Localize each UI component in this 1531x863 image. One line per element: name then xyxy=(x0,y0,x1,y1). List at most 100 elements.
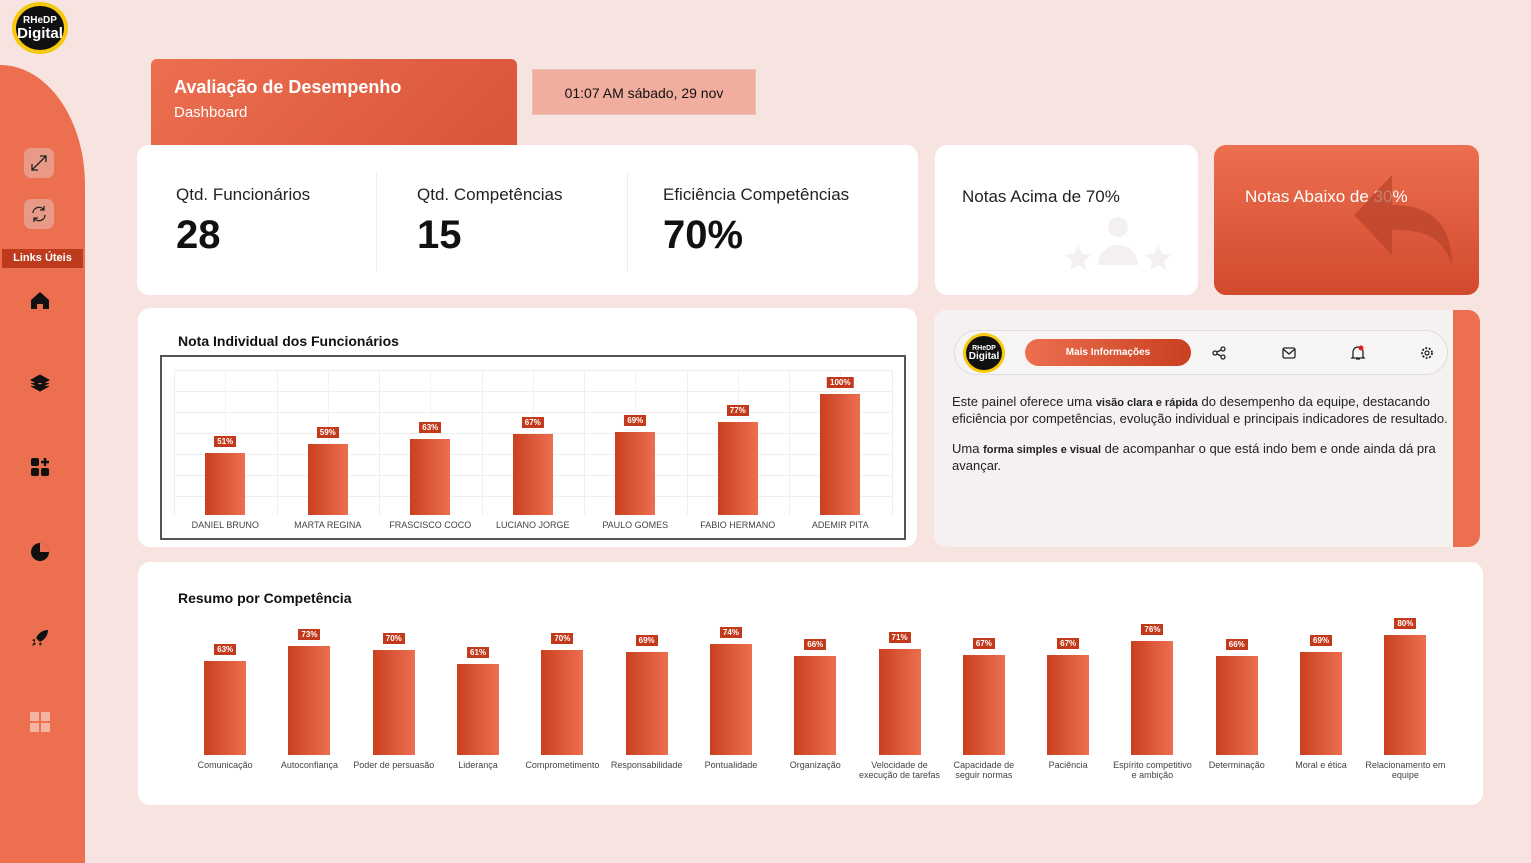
text: do desempenho da equipe, destacando efic… xyxy=(952,394,1448,426)
accent-stripe xyxy=(1453,310,1480,547)
data-label: 66% xyxy=(804,639,827,650)
kpi-value: 70% xyxy=(663,213,744,257)
bar xyxy=(820,394,861,515)
links-uteis-label: Links Úteis xyxy=(2,249,83,268)
page-title: Avaliação de Desempenho xyxy=(174,77,402,97)
bar xyxy=(625,651,668,755)
chart-title: Resumo por Competência xyxy=(178,590,352,606)
bar xyxy=(794,656,837,755)
bar xyxy=(205,453,246,515)
data-label: 66% xyxy=(1225,639,1248,650)
stars-icon xyxy=(1065,217,1171,270)
dashboard-icon xyxy=(30,712,50,732)
category-label: Comprometimento xyxy=(525,760,600,770)
data-label: 67% xyxy=(1057,637,1080,649)
category-label: Moral e ética xyxy=(1295,760,1347,770)
share-button[interactable] xyxy=(1209,343,1229,363)
info-panel: RHeDP Digital Mais Informações Este paine… xyxy=(934,310,1480,547)
kpi-value: 15 xyxy=(417,213,462,257)
category-label: Paciência xyxy=(1048,760,1088,770)
kpi-value: 28 xyxy=(176,213,221,257)
category-label: Capacidade de seguir normas xyxy=(953,760,1015,780)
category-label: Organização xyxy=(789,760,841,770)
category-label: MARTA REGINA xyxy=(294,520,362,530)
nav-layers[interactable] xyxy=(28,371,52,395)
nav-chart[interactable] xyxy=(28,540,52,564)
data-label: 70% xyxy=(551,633,574,644)
data-label: 69% xyxy=(1310,634,1333,646)
category-label: ADEMIR PITA xyxy=(811,520,869,530)
bar xyxy=(372,650,415,755)
bar xyxy=(1215,656,1258,755)
bar xyxy=(962,654,1005,755)
expand-icon xyxy=(31,155,47,171)
divider xyxy=(627,172,628,272)
gridline xyxy=(327,370,329,515)
bar xyxy=(1384,635,1427,755)
apps-icon xyxy=(31,458,49,476)
gridline xyxy=(789,370,790,515)
kpi-competencies: Qtd. Competências 15 xyxy=(417,185,563,258)
category-label: Liderança xyxy=(458,760,498,770)
logo: RHeDP Digital xyxy=(12,2,68,54)
category-label: Autoconfiança xyxy=(280,760,338,770)
text-bold: forma simples e visual xyxy=(983,444,1102,456)
bar xyxy=(512,433,553,515)
expand-button[interactable] xyxy=(24,148,54,178)
category-label: Pontualidade xyxy=(704,760,758,770)
logo-text-bottom: Digital xyxy=(968,350,1000,362)
bar xyxy=(410,438,451,515)
text: Uma xyxy=(952,441,984,456)
nav-home[interactable] xyxy=(28,288,52,312)
notes-below-card[interactable]: Notas Abaixo de 30% xyxy=(1214,145,1479,295)
data-label: 63% xyxy=(214,643,237,655)
data-label: 76% xyxy=(1141,624,1164,635)
category-label: Velocidade de execução de tarefas xyxy=(859,760,941,780)
page-header: Avaliação de Desempenho Dashboard xyxy=(151,59,517,145)
info-paragraph-1: Este painel oferece uma visão clara e rá… xyxy=(952,394,1452,426)
data-label: 73% xyxy=(298,628,321,640)
gear-icon xyxy=(1421,347,1433,359)
text-bold: visão clara e rápida xyxy=(1095,397,1198,409)
data-label: 59% xyxy=(316,426,339,438)
data-label: 70% xyxy=(382,633,405,644)
data-label: 69% xyxy=(624,414,647,426)
bar xyxy=(457,663,500,755)
gridline xyxy=(379,370,380,515)
chart-frame xyxy=(160,355,906,540)
logo-text-top: RHeDP xyxy=(23,14,57,26)
gridline xyxy=(584,370,585,515)
info-logo: RHeDP Digital xyxy=(963,333,1005,373)
category-label: Determinação xyxy=(1208,760,1265,770)
notifications-button[interactable] xyxy=(1348,343,1368,363)
category-label: Relacionamento em equipe xyxy=(1365,760,1446,780)
data-label: 71% xyxy=(888,631,911,643)
data-label: 51% xyxy=(214,436,237,448)
bar xyxy=(288,645,331,755)
gridline xyxy=(891,370,893,515)
settings-button[interactable] xyxy=(1417,343,1437,363)
notes-above-label: Notas Acima de 70% xyxy=(962,187,1120,206)
kpi-label: Qtd. Funcionários xyxy=(176,185,311,204)
refresh-button[interactable] xyxy=(24,199,54,229)
bar xyxy=(541,650,584,755)
category-label: Espírito competitivo e ambição xyxy=(1113,760,1192,780)
data-label: 77% xyxy=(726,404,749,416)
bar xyxy=(709,644,752,755)
data-label: 67% xyxy=(521,416,544,428)
home-icon xyxy=(31,292,49,309)
kpi-employees: Qtd. Funcionários 28 xyxy=(176,185,310,258)
page-subtitle: Dashboard xyxy=(174,104,248,121)
data-label: 67% xyxy=(972,637,995,649)
bell-icon xyxy=(1350,345,1366,360)
mail-button[interactable] xyxy=(1279,343,1299,363)
nav-dashboard[interactable] xyxy=(28,710,52,734)
bar xyxy=(1131,641,1174,755)
logo-text-top: RHeDP xyxy=(972,344,996,352)
nav-rocket[interactable] xyxy=(28,626,52,650)
rocket-icon xyxy=(32,630,48,646)
more-info-button[interactable]: Mais Informações xyxy=(1025,339,1191,366)
gridline xyxy=(686,370,688,515)
nav-apps[interactable] xyxy=(28,455,52,479)
notes-above-card[interactable]: Notas Acima de 70% xyxy=(935,145,1198,295)
